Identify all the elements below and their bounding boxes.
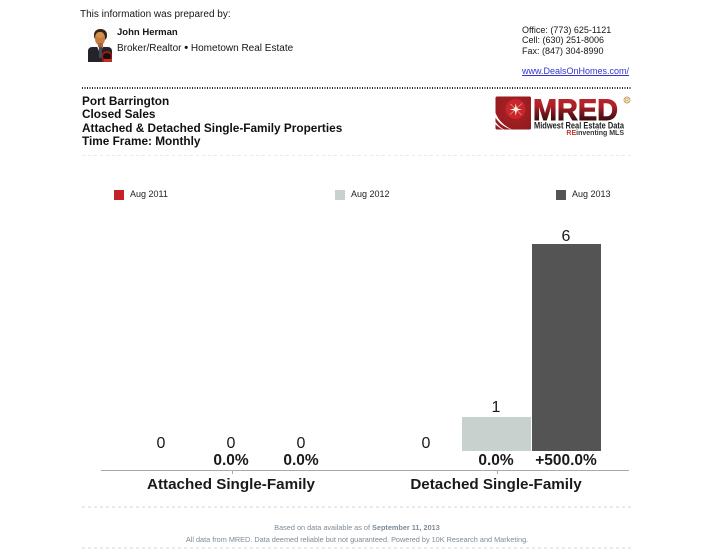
- svg-text:MRED: MRED: [533, 94, 618, 127]
- svg-text:Midwest Real Estate Data: Midwest Real Estate Data: [534, 120, 625, 130]
- svg-text:REinventing MLS: REinventing MLS: [566, 130, 624, 137]
- svg-text:R: R: [625, 98, 629, 104]
